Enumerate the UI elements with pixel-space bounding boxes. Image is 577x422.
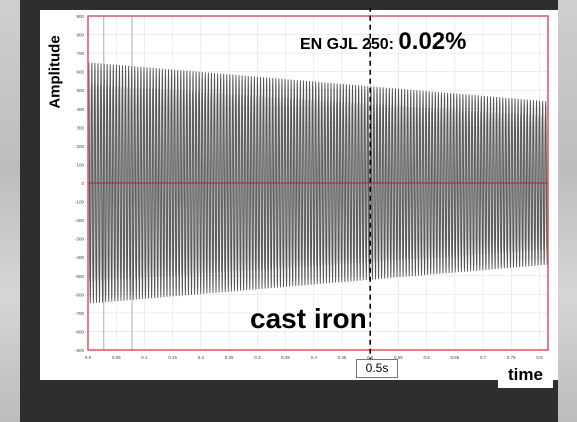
y-tick-label: -900: [75, 348, 85, 353]
y-tick-label: 100: [76, 162, 84, 167]
y-tick-label: 300: [76, 125, 84, 130]
x-tick-label: 0.75: [507, 355, 516, 360]
x-tick-label: 0.8: [536, 355, 543, 360]
y-tick-label: -100: [75, 200, 85, 205]
x-tick-label: 0.35: [281, 355, 290, 360]
damping-value: 0.02%: [398, 28, 467, 55]
y-tick-label: -800: [75, 329, 85, 334]
y-axis-label: Amplitude: [46, 35, 64, 109]
x-tick-label: 0.05: [112, 355, 121, 360]
material-label: EN GJL 250:: [300, 36, 394, 53]
axes: 900 800 700 600 500 400 300 200 100 0 -100 -200 -300…: [75, 8, 549, 364]
y-tick-label: 0: [81, 181, 84, 186]
y-tick-label: -700: [75, 311, 85, 316]
x-tick-label: 0.55: [394, 355, 403, 360]
x-tick-label: 0.1: [141, 355, 148, 360]
x-tick-label: 0.45: [338, 355, 347, 360]
vibration-chart: 900 800 700 600 500 400 300 200 100 0 -100 -200 -300…: [75, 8, 549, 364]
y-tick-label: -500: [75, 274, 85, 279]
y-tick-label: -300: [75, 237, 85, 242]
x-axis-label: time: [498, 362, 553, 388]
y-tick-label: -200: [75, 218, 85, 223]
x-tick-label: 0.7: [480, 355, 487, 360]
y-tick-label: -600: [75, 292, 85, 297]
y-tick-label: 400: [76, 107, 84, 112]
y-tick-label: 200: [76, 144, 84, 149]
damping-annotation: EN GJL 250: 0.02%: [300, 28, 466, 56]
y-tick-label: 600: [76, 70, 84, 75]
x-tick-label: 0.6: [424, 355, 431, 360]
y-tick-label: 500: [76, 88, 84, 93]
x-tick-label: 0.3: [254, 355, 261, 360]
time-marker-label: 0.5s: [356, 359, 398, 378]
ylabel-background: [42, 12, 68, 132]
x-tick-label: 0.2: [198, 355, 205, 360]
y-tick-label: -400: [75, 255, 85, 260]
plot-border: [87, 15, 549, 351]
x-tick-label: 0.15: [168, 355, 177, 360]
x-tick-label: 0.4: [311, 355, 318, 360]
y-tick-label: 800: [76, 33, 84, 38]
y-tick-label: 900: [76, 14, 84, 19]
x-tick-label: 0.0: [85, 355, 92, 360]
y-tick-label: 700: [76, 51, 84, 56]
x-tick-label: 0.25: [225, 355, 234, 360]
x-tick-label: 0.65: [450, 355, 459, 360]
material-name: cast iron: [250, 303, 367, 334]
x-tick-label: 0.5: [367, 355, 374, 360]
